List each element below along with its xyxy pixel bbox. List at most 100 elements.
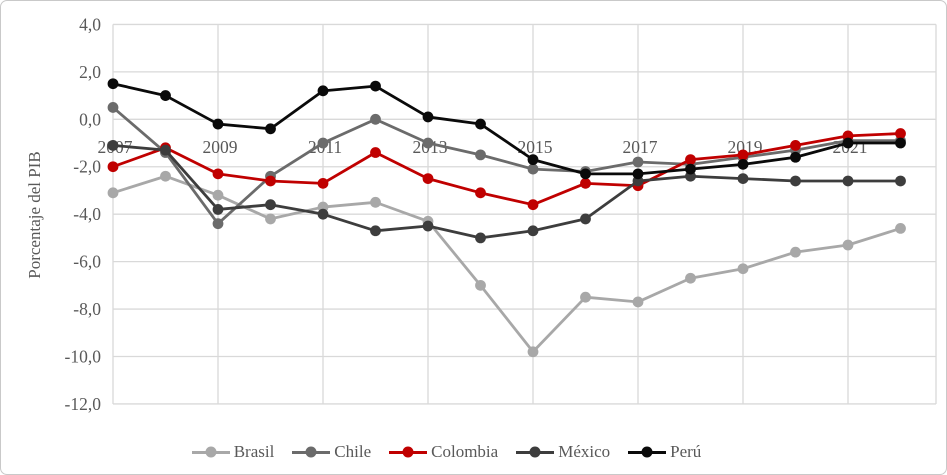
x-tick-label: 2015 xyxy=(518,137,553,157)
data-point xyxy=(580,291,591,303)
legend-dot-icon xyxy=(402,446,414,458)
data-point xyxy=(632,296,644,308)
legend-line-marker xyxy=(628,446,667,458)
legend-line-marker xyxy=(516,446,555,458)
legend-label: Brasil xyxy=(233,442,275,461)
data-point xyxy=(895,223,906,234)
data-point xyxy=(790,246,801,258)
legend-dot-icon xyxy=(205,446,217,458)
data-point xyxy=(212,189,224,201)
y-tick-label: -4,0 xyxy=(73,204,101,224)
legend-item-brasil: Brasil xyxy=(191,442,275,462)
data-point xyxy=(580,168,591,180)
y-tick-label: -10,0 xyxy=(65,347,102,367)
data-point xyxy=(317,85,329,97)
legend-label: Perú xyxy=(670,442,702,461)
data-point xyxy=(685,154,696,166)
data-point xyxy=(527,199,539,211)
x-tick-label: 2009 xyxy=(203,137,238,157)
data-point xyxy=(265,175,276,187)
y-tick-label: 2,0 xyxy=(79,62,101,82)
legend-item-méxico: México xyxy=(516,442,610,462)
data-point xyxy=(475,279,486,291)
data-point xyxy=(160,144,171,156)
legend-dot-icon xyxy=(641,446,653,458)
legend-line-marker xyxy=(389,446,428,458)
data-point xyxy=(632,156,644,168)
data-point xyxy=(107,187,119,199)
series-line-méxico xyxy=(112,143,901,240)
data-point xyxy=(475,118,486,130)
data-point xyxy=(895,128,906,139)
data-point xyxy=(632,168,644,180)
data-point xyxy=(370,80,381,92)
legend-dot-icon xyxy=(529,446,541,458)
x-tick-label: 2017 xyxy=(623,137,658,157)
data-point xyxy=(790,175,801,187)
data-point xyxy=(842,239,854,251)
data-point xyxy=(107,102,119,113)
data-point xyxy=(842,137,854,149)
data-point xyxy=(317,137,329,149)
chart-legend: Brasil Chile Colombia México Perú xyxy=(1,442,892,462)
data-point xyxy=(895,175,906,187)
data-point xyxy=(317,177,329,189)
series-line-colombia xyxy=(112,132,901,207)
data-point xyxy=(370,196,381,208)
data-point xyxy=(107,161,119,173)
data-point xyxy=(737,149,749,161)
data-point xyxy=(737,173,749,185)
y-axis-title: Porcentaje del PIB xyxy=(25,151,44,278)
data-point xyxy=(370,113,381,125)
legend-label: México xyxy=(558,442,611,461)
data-point xyxy=(895,137,906,149)
data-point xyxy=(737,158,749,170)
gridlines-layer xyxy=(112,23,937,405)
series-line-brasil xyxy=(112,174,901,354)
y-tick-label: -12,0 xyxy=(65,394,102,414)
data-point xyxy=(580,177,591,189)
data-point xyxy=(212,204,224,215)
y-tick-label: -8,0 xyxy=(73,299,101,319)
data-point xyxy=(422,111,434,123)
data-point xyxy=(580,213,591,225)
y-tick-label: -2,0 xyxy=(73,157,101,177)
data-point xyxy=(737,263,749,275)
data-point xyxy=(527,163,539,175)
series-line-chile xyxy=(112,106,901,226)
legend-item-chile: Chile xyxy=(292,442,371,462)
data-point xyxy=(160,170,171,182)
data-point xyxy=(265,199,276,211)
data-point xyxy=(685,272,696,284)
data-point xyxy=(212,118,224,130)
legend-label: Chile xyxy=(334,442,372,461)
data-point xyxy=(422,220,434,232)
y-tick-label: 4,0 xyxy=(79,14,101,34)
data-point xyxy=(790,151,801,163)
data-point xyxy=(842,175,854,187)
data-point xyxy=(107,139,119,151)
data-point xyxy=(685,163,696,175)
legend-dot-icon xyxy=(305,446,317,458)
data-point xyxy=(107,78,119,90)
data-point xyxy=(790,139,801,151)
data-point xyxy=(422,137,434,149)
series-line-perú xyxy=(112,82,901,176)
legend-item-colombia: Colombia xyxy=(389,442,498,462)
legend-line-marker xyxy=(191,446,230,458)
data-point xyxy=(212,168,224,180)
data-point xyxy=(475,187,486,199)
legend-line-marker xyxy=(292,446,331,458)
data-point xyxy=(160,90,171,101)
data-point xyxy=(475,149,486,161)
series-layer xyxy=(107,78,906,358)
data-point xyxy=(370,147,381,158)
data-point xyxy=(265,213,276,225)
legend-label: Colombia xyxy=(431,442,499,461)
y-tick-label: 0,0 xyxy=(79,109,101,129)
data-point xyxy=(527,346,539,358)
data-point xyxy=(475,232,486,244)
data-point xyxy=(527,154,539,166)
